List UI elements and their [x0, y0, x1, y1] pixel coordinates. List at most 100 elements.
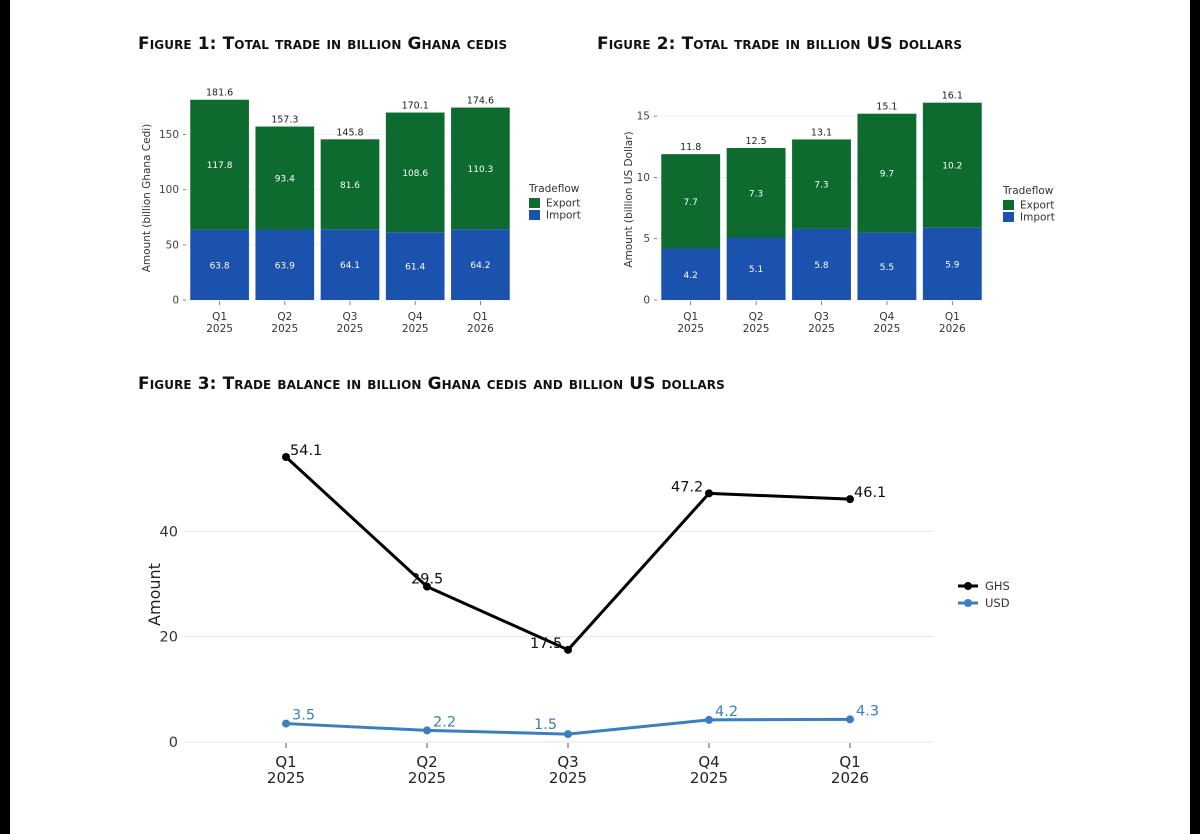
y-tick-label: 0 — [643, 295, 650, 307]
x-tick-label: Q3 — [557, 753, 578, 771]
data-label-usd: 1.5 — [534, 717, 557, 733]
total-value-label: 13.1 — [811, 127, 832, 138]
series-line-ghs — [284, 455, 851, 652]
data-label-usd: 4.3 — [856, 703, 879, 719]
data-point-usd — [564, 730, 572, 739]
import-value-label: 5.8 — [814, 261, 829, 271]
y-tick-label: 10 — [637, 172, 650, 184]
figure-2-title: Figure 2: Total trade in billion US doll… — [597, 34, 963, 54]
bar-import — [320, 229, 380, 300]
x-tick-label: Q2 — [416, 753, 437, 771]
export-value-label: 117.8 — [207, 161, 233, 171]
y-tick-label: 50 — [166, 239, 179, 251]
bar-export — [451, 107, 510, 230]
x-tick-label: 2025 — [743, 323, 770, 335]
x-tick-label: 2026 — [831, 769, 869, 787]
bar-import — [190, 229, 249, 300]
data-label-ghs: 46.1 — [854, 485, 886, 501]
y-axis-label: Amount (billion Ghana Cedi) — [141, 124, 153, 273]
bar-import — [661, 248, 721, 300]
bar-export — [726, 148, 786, 238]
bar-export — [385, 112, 445, 233]
total-value-label: 12.5 — [746, 136, 767, 147]
legend-label-import: Import — [546, 210, 581, 222]
x-tick-label: 2025 — [408, 769, 446, 787]
x-tick-label: 2025 — [271, 323, 298, 335]
import-value-label: 5.1 — [749, 265, 763, 275]
x-tick-label: Q3 — [814, 311, 829, 323]
data-point-ghs — [423, 582, 431, 591]
data-point-ghs — [846, 495, 854, 504]
total-value-label: 16.1 — [942, 91, 963, 102]
legend-marker-usd — [964, 599, 972, 607]
bar-import — [922, 227, 982, 300]
total-value-label: 181.6 — [206, 88, 233, 99]
legend-label-import: Import — [1020, 212, 1055, 224]
legend-label-export: Export — [546, 198, 580, 210]
import-value-label: 64.1 — [340, 261, 360, 271]
import-value-label: 5.9 — [945, 260, 960, 270]
bar-import — [792, 228, 851, 300]
bar-import — [857, 232, 917, 300]
x-tick-label: Q1 — [275, 753, 296, 771]
x-tick-label: Q3 — [343, 311, 358, 323]
y-tick-label: 0 — [169, 735, 178, 751]
legend-title: Tradeflow — [528, 183, 580, 195]
x-tick-label: Q1 — [473, 311, 488, 323]
total-value-label: 15.1 — [876, 102, 897, 113]
chart-trade-balance: 02040AmountQ12025Q22025Q32025Q42025Q1202… — [145, 443, 1010, 787]
export-value-label: 9.7 — [880, 170, 894, 180]
bar-export — [255, 126, 315, 230]
legend-swatch-export — [1003, 200, 1014, 210]
bar-export — [922, 102, 982, 228]
x-tick-label: 2025 — [402, 323, 429, 335]
figure-1-title: Figure 1: Total trade in billion Ghana c… — [138, 34, 508, 54]
legend-label-usd: USD — [985, 596, 1010, 610]
data-label-ghs: 47.2 — [671, 479, 703, 495]
x-tick-label: 2025 — [808, 323, 835, 335]
import-value-label: 63.8 — [210, 261, 230, 271]
bar-export — [320, 139, 380, 230]
data-point-ghs — [705, 489, 713, 498]
data-point-usd — [282, 719, 290, 728]
y-tick-label: 0 — [172, 295, 179, 307]
x-tick-label: Q2 — [749, 311, 764, 323]
y-axis-label: Amount — [145, 563, 164, 626]
x-tick-label: 2026 — [939, 323, 966, 335]
bar-import — [385, 232, 445, 300]
total-value-label: 11.8 — [680, 142, 701, 153]
legend-marker-ghs — [964, 582, 972, 590]
total-value-label: 157.3 — [271, 115, 298, 126]
x-tick-label: Q1 — [212, 311, 227, 323]
y-tick-label: 20 — [160, 630, 178, 646]
y-tick-label: 5 — [643, 233, 650, 245]
x-tick-label: Q1 — [683, 311, 698, 323]
bar-import — [255, 229, 315, 300]
y-tick-label: 150 — [159, 129, 179, 141]
data-point-ghs — [564, 645, 572, 654]
data-label-ghs: 54.1 — [290, 443, 322, 459]
export-value-label: 108.6 — [402, 169, 428, 179]
total-value-label: 170.1 — [402, 101, 429, 112]
y-tick-label: 40 — [160, 524, 178, 540]
x-tick-label: Q4 — [408, 311, 423, 323]
legend-swatch-import — [1003, 212, 1014, 222]
data-label-ghs: 17.5 — [530, 636, 562, 652]
total-value-label: 145.8 — [336, 127, 363, 138]
bar-import — [726, 237, 786, 300]
import-value-label: 5.5 — [880, 263, 894, 273]
figure-3-title: Figure 3: Trade balance in billion Ghana… — [138, 374, 725, 394]
bar-export — [792, 139, 851, 229]
import-value-label: 4.2 — [684, 271, 698, 281]
export-value-label: 93.4 — [275, 175, 295, 185]
chart-trade-usd: 0510154.27.711.8Q120255.17.312.5Q220255.… — [623, 91, 1055, 335]
export-value-label: 7.3 — [814, 181, 828, 191]
bar-export — [661, 154, 721, 249]
x-tick-label: Q1 — [839, 753, 860, 771]
chart-trade-ghs: 05010015063.8117.8181.6Q1202563.993.4157… — [141, 88, 581, 335]
export-value-label: 7.3 — [749, 189, 763, 199]
data-point-usd — [846, 715, 854, 724]
bar-import — [451, 229, 510, 300]
import-value-label: 61.4 — [405, 263, 425, 273]
data-point-usd — [705, 715, 713, 724]
